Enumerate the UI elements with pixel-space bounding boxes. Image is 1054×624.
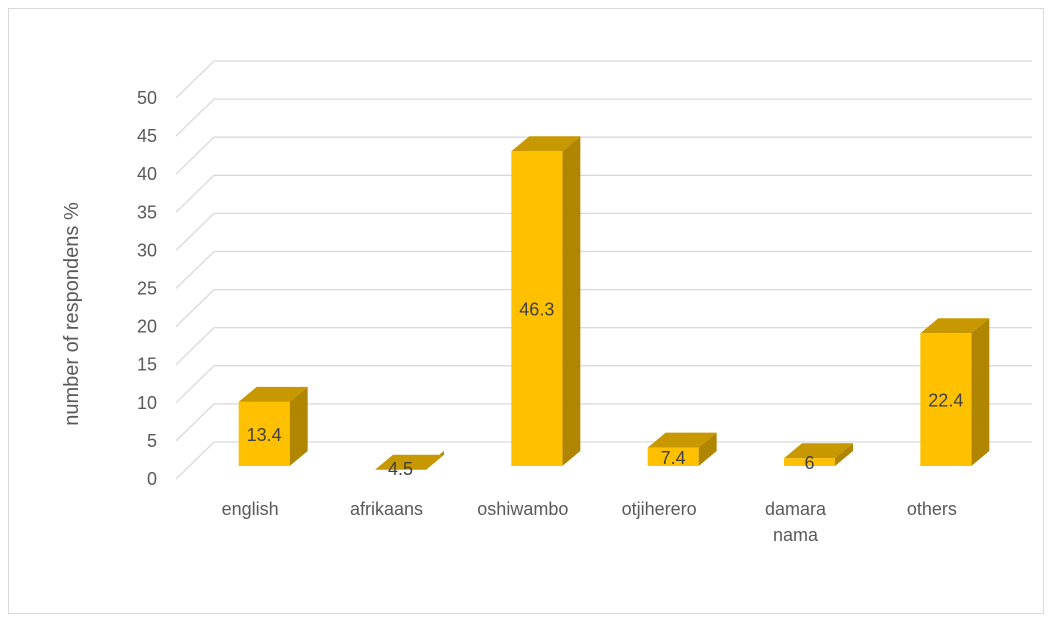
bar-front bbox=[920, 333, 972, 466]
y-tick-label: 10 bbox=[137, 393, 157, 413]
gridline bbox=[175, 60, 1032, 99]
data-label: 13.4 bbox=[247, 425, 282, 445]
x-category-label: otjiherero bbox=[622, 499, 697, 519]
gridline bbox=[175, 441, 1032, 480]
bar: 13.4 bbox=[238, 386, 308, 466]
bar-side bbox=[835, 443, 853, 466]
bar-top bbox=[375, 454, 444, 470]
x-category-label-line: afrikaans bbox=[350, 499, 423, 519]
bar: 4.5 bbox=[375, 451, 444, 479]
y-tick-label: 40 bbox=[137, 164, 157, 184]
bar-side bbox=[698, 432, 717, 466]
bar: 46.3 bbox=[511, 136, 581, 466]
y-tick-label: 45 bbox=[137, 126, 157, 146]
bar-front bbox=[238, 401, 290, 466]
x-category-label: english bbox=[222, 499, 279, 519]
x-category-label: afrikaans bbox=[350, 499, 423, 519]
x-category-label-line: oshiwambo bbox=[477, 499, 568, 519]
x-category-label-line: others bbox=[907, 499, 957, 519]
gridline bbox=[175, 174, 1032, 213]
bar-front bbox=[511, 151, 563, 466]
y-axis-title: number of respondens % bbox=[61, 202, 83, 426]
gridline bbox=[175, 136, 1032, 175]
gridline bbox=[175, 98, 1032, 137]
data-label: 46.3 bbox=[519, 300, 554, 320]
y-tick-label: 30 bbox=[137, 240, 157, 260]
data-label: 4.5 bbox=[388, 459, 413, 479]
y-tick-label: 50 bbox=[137, 88, 157, 108]
bars: 13.4 4.5 46.3 7.4 6 22.4 bbox=[238, 136, 990, 479]
bar-top bbox=[647, 432, 717, 448]
x-category-label-line: otjiherero bbox=[622, 499, 697, 519]
x-axis-labels: english afrikaans oshiwambo otjiherero damar… bbox=[222, 499, 957, 545]
bar-front bbox=[784, 458, 835, 466]
bar-side bbox=[289, 386, 308, 466]
gridline bbox=[175, 365, 1032, 404]
data-label: 7.4 bbox=[661, 448, 686, 468]
data-label: 22.4 bbox=[928, 391, 963, 411]
y-tick-label: 20 bbox=[137, 317, 157, 337]
bar-front bbox=[647, 447, 699, 466]
bar-top bbox=[238, 386, 308, 402]
x-category-label-line: nama bbox=[773, 525, 819, 545]
bar-top bbox=[784, 443, 853, 459]
data-label: 6 bbox=[804, 453, 814, 473]
y-axis-ticks: 0 5 10 15 20 25 30 35 40 45 50 bbox=[137, 88, 157, 489]
x-category-label-line: english bbox=[222, 499, 279, 519]
x-category-label: damara nama bbox=[765, 499, 827, 545]
y-tick-label: 25 bbox=[137, 279, 157, 299]
y-tick-label: 0 bbox=[147, 469, 157, 489]
y-tick-label: 5 bbox=[147, 431, 157, 451]
bar: 6 bbox=[784, 443, 853, 473]
gridlines bbox=[175, 60, 1032, 480]
bar: 22.4 bbox=[920, 318, 990, 466]
bar-top bbox=[920, 318, 990, 334]
x-category-label: oshiwambo bbox=[477, 499, 568, 519]
bar-top bbox=[511, 136, 581, 152]
gridline bbox=[175, 288, 1032, 328]
bar-side bbox=[971, 318, 990, 466]
gridline bbox=[175, 403, 1032, 442]
y-tick-label: 35 bbox=[137, 202, 157, 222]
gridline bbox=[175, 212, 1032, 251]
gridline bbox=[175, 327, 1032, 366]
x-category-label: others bbox=[907, 499, 957, 519]
y-tick-label: 15 bbox=[137, 355, 157, 375]
bar-side bbox=[562, 136, 581, 466]
bar: 7.4 bbox=[647, 432, 717, 468]
gridline bbox=[175, 250, 1032, 289]
x-category-label-line: damara bbox=[765, 499, 827, 519]
